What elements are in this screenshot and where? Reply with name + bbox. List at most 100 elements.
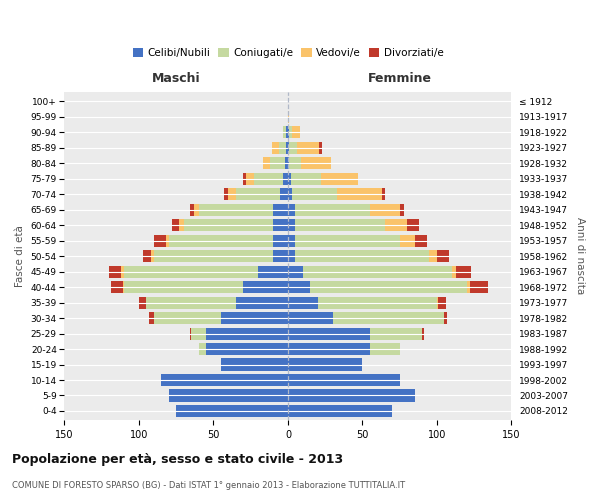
- Bar: [288, 172, 291, 184]
- Bar: [139, 296, 146, 308]
- Bar: [206, 328, 288, 340]
- Bar: [190, 328, 191, 340]
- Bar: [270, 157, 285, 169]
- Bar: [179, 219, 184, 231]
- Bar: [295, 204, 370, 216]
- Bar: [321, 172, 358, 184]
- Bar: [154, 250, 273, 262]
- Bar: [166, 234, 169, 246]
- Bar: [295, 234, 400, 246]
- Bar: [288, 343, 370, 355]
- Bar: [289, 142, 297, 154]
- Bar: [445, 312, 448, 324]
- Bar: [297, 142, 319, 154]
- Bar: [236, 188, 280, 200]
- Bar: [161, 374, 288, 386]
- Bar: [109, 266, 121, 278]
- Bar: [422, 328, 424, 340]
- Bar: [283, 172, 288, 184]
- Bar: [221, 358, 288, 370]
- Bar: [292, 126, 300, 138]
- Legend: Celibi/Nubili, Coniugati/e, Vedovi/e, Divorziati/e: Celibi/Nubili, Coniugati/e, Vedovi/e, Di…: [131, 46, 445, 60]
- Bar: [283, 126, 286, 138]
- Bar: [288, 328, 370, 340]
- Text: COMUNE DI FORESTO SPARSO (BG) - Dati ISTAT 1° gennaio 2013 - Elaborazione TUTTIT: COMUNE DI FORESTO SPARSO (BG) - Dati IST…: [12, 480, 405, 490]
- Bar: [124, 266, 258, 278]
- Bar: [273, 250, 288, 262]
- Bar: [273, 234, 288, 246]
- Bar: [310, 281, 467, 293]
- Bar: [437, 250, 449, 262]
- Bar: [273, 204, 288, 216]
- Text: Maschi: Maschi: [152, 72, 200, 85]
- Bar: [263, 157, 270, 169]
- Bar: [151, 250, 154, 262]
- Bar: [400, 204, 404, 216]
- Bar: [288, 110, 289, 123]
- Bar: [457, 266, 471, 278]
- Bar: [289, 157, 301, 169]
- Bar: [149, 312, 154, 324]
- Bar: [288, 234, 295, 246]
- Bar: [254, 172, 283, 184]
- Bar: [288, 312, 332, 324]
- Bar: [430, 250, 437, 262]
- Bar: [288, 157, 289, 169]
- Bar: [470, 281, 488, 293]
- Bar: [370, 343, 400, 355]
- Bar: [176, 405, 288, 417]
- Bar: [288, 250, 295, 262]
- Bar: [385, 219, 407, 231]
- Bar: [229, 188, 236, 200]
- Bar: [184, 219, 273, 231]
- Bar: [121, 266, 124, 278]
- Bar: [154, 312, 221, 324]
- Bar: [332, 312, 445, 324]
- Bar: [243, 281, 288, 293]
- Bar: [288, 374, 400, 386]
- Bar: [122, 281, 124, 293]
- Bar: [337, 188, 382, 200]
- Bar: [285, 157, 288, 169]
- Bar: [288, 358, 362, 370]
- Bar: [286, 126, 288, 138]
- Bar: [288, 126, 289, 138]
- Bar: [370, 328, 422, 340]
- Bar: [199, 343, 206, 355]
- Bar: [124, 281, 243, 293]
- Bar: [467, 281, 470, 293]
- Bar: [439, 296, 446, 308]
- Bar: [221, 312, 288, 324]
- Bar: [288, 204, 295, 216]
- Bar: [288, 142, 289, 154]
- Bar: [288, 188, 292, 200]
- Text: Popolazione per età, sesso e stato civile - 2013: Popolazione per età, sesso e stato civil…: [12, 452, 343, 466]
- Bar: [295, 219, 385, 231]
- Bar: [288, 296, 318, 308]
- Bar: [191, 328, 206, 340]
- Bar: [280, 188, 288, 200]
- Bar: [295, 250, 430, 262]
- Bar: [400, 234, 415, 246]
- Text: Femmine: Femmine: [368, 72, 431, 85]
- Bar: [303, 266, 452, 278]
- Y-axis label: Anni di nascita: Anni di nascita: [575, 218, 585, 294]
- Bar: [319, 142, 322, 154]
- Bar: [169, 234, 273, 246]
- Bar: [407, 219, 419, 231]
- Bar: [291, 172, 321, 184]
- Bar: [288, 266, 303, 278]
- Bar: [246, 172, 254, 184]
- Bar: [243, 172, 246, 184]
- Bar: [273, 219, 288, 231]
- Bar: [288, 405, 392, 417]
- Bar: [370, 204, 400, 216]
- Bar: [318, 296, 437, 308]
- Bar: [437, 296, 439, 308]
- Bar: [206, 343, 288, 355]
- Bar: [199, 204, 273, 216]
- Y-axis label: Fasce di età: Fasce di età: [15, 225, 25, 287]
- Bar: [288, 281, 310, 293]
- Bar: [146, 296, 236, 308]
- Bar: [272, 142, 279, 154]
